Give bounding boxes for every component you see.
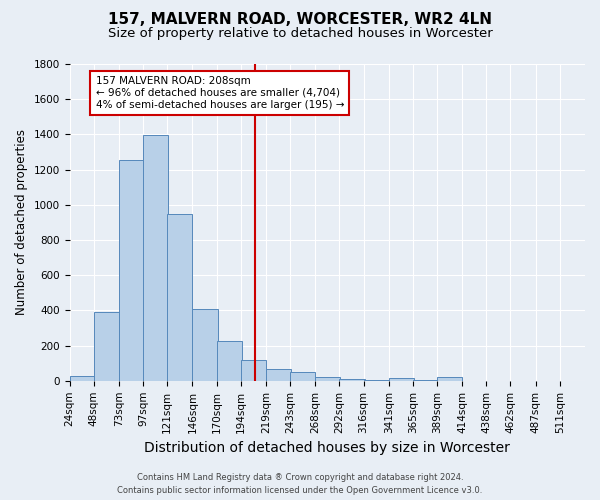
Text: Size of property relative to detached houses in Worcester: Size of property relative to detached ho… (107, 28, 493, 40)
Text: Contains HM Land Registry data ® Crown copyright and database right 2024.
Contai: Contains HM Land Registry data ® Crown c… (118, 474, 482, 495)
Bar (94, 312, 119, 381)
X-axis label: Distribution of detached houses by size in Worcester: Distribution of detached houses by size … (145, 441, 510, 455)
Bar (70, 376, 95, 381)
Bar (413, 380, 438, 381)
Bar (364, 380, 389, 381)
Bar (119, 160, 144, 381)
Text: 157 MALVERN ROAD: 208sqm
← 96% of detached houses are smaller (4,704)
4% of semi: 157 MALVERN ROAD: 208sqm ← 96% of detach… (96, 76, 344, 110)
Bar (290, 372, 315, 381)
Bar (437, 378, 462, 381)
Bar (217, 341, 242, 381)
Y-axis label: Number of detached properties: Number of detached properties (15, 130, 28, 316)
Bar (389, 378, 414, 381)
Bar (266, 370, 291, 381)
Bar (143, 136, 168, 381)
Bar (241, 360, 266, 381)
Bar (340, 379, 365, 381)
Bar (193, 308, 218, 381)
Bar (167, 214, 193, 381)
Bar (315, 378, 340, 381)
Text: 157, MALVERN ROAD, WORCESTER, WR2 4LN: 157, MALVERN ROAD, WORCESTER, WR2 4LN (108, 12, 492, 28)
